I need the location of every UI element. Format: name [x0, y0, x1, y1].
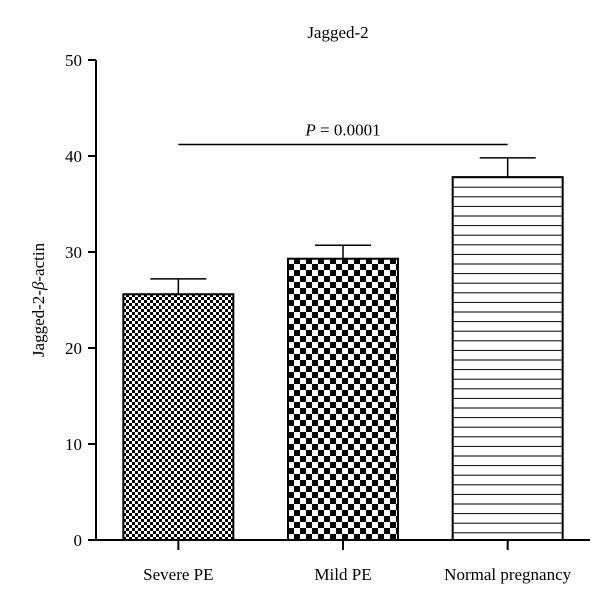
p-symbol: P [304, 120, 315, 139]
x-tick-label: Normal pregnancy [444, 565, 571, 584]
y-tick-label: 10 [65, 435, 82, 454]
y-axis-ticks: 0 10 20 30 40 50 [65, 51, 96, 550]
significance-label: P = 0.0001 [304, 120, 380, 139]
x-tick-label: Mild PE [314, 565, 371, 584]
y-axis-label-prefix: Jagged-2- [29, 290, 48, 357]
y-tick-label: 0 [74, 531, 83, 550]
y-axis-label-suffix: -actin [29, 242, 48, 281]
y-tick-label: 50 [65, 51, 82, 70]
p-value: = 0.0001 [316, 120, 381, 139]
bar-mild-pe [287, 257, 399, 541]
y-axis-label-symbol: β [29, 281, 48, 291]
x-tick-label: Severe PE [143, 565, 213, 584]
bar-normal-pregnancy [451, 176, 564, 541]
y-tick-label: 30 [65, 243, 82, 262]
y-axis-label: Jagged-2-β-actin [29, 242, 48, 357]
x-axis-ticks: Severe PE Mild PE Normal pregnancy [143, 540, 572, 584]
bars [122, 157, 564, 541]
y-tick-label: 20 [65, 339, 82, 358]
bar-severe-pe [122, 293, 235, 541]
y-tick-label: 40 [65, 147, 82, 166]
chart-title: Jagged-2 [307, 23, 368, 42]
